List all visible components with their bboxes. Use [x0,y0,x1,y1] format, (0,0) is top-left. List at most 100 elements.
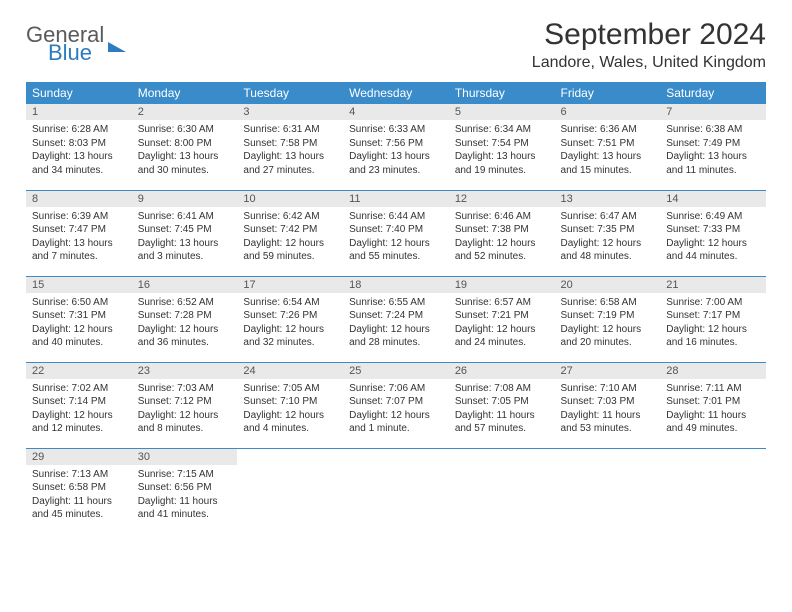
detail-line: and 41 minutes. [138,508,232,522]
day-number: 19 [449,277,555,293]
day-details: Sunrise: 6:34 AMSunset: 7:54 PMDaylight:… [449,120,555,181]
day-number: 12 [449,191,555,207]
day-number: 28 [660,363,766,379]
detail-line: Sunset: 7:12 PM [138,395,232,409]
calendar-day-cell: .. [555,448,661,534]
calendar-day-cell: 16Sunrise: 6:52 AMSunset: 7:28 PMDayligh… [132,276,238,362]
detail-line: Sunset: 7:01 PM [666,395,760,409]
calendar-day-cell: 14Sunrise: 6:49 AMSunset: 7:33 PMDayligh… [660,190,766,276]
detail-line: and 34 minutes. [32,164,126,178]
detail-line: and 8 minutes. [138,422,232,436]
detail-line: Daylight: 13 hours [138,150,232,164]
day-details: Sunrise: 7:02 AMSunset: 7:14 PMDaylight:… [26,379,132,440]
detail-line: and 4 minutes. [243,422,337,436]
day-details: Sunrise: 6:42 AMSunset: 7:42 PMDaylight:… [237,207,343,268]
title-block: September 2024 Landore, Wales, United Ki… [532,18,766,72]
detail-line: Sunset: 7:19 PM [561,309,655,323]
detail-line: Sunset: 7:03 PM [561,395,655,409]
calendar-day-cell: 21Sunrise: 7:00 AMSunset: 7:17 PMDayligh… [660,276,766,362]
detail-line: Sunset: 7:24 PM [349,309,443,323]
day-number: 25 [343,363,449,379]
detail-line: Sunset: 7:45 PM [138,223,232,237]
calendar-day-cell: 7Sunrise: 6:38 AMSunset: 7:49 PMDaylight… [660,104,766,190]
detail-line: Sunrise: 7:08 AM [455,382,549,396]
detail-line: and 7 minutes. [32,250,126,264]
weekday-header: Friday [555,82,661,104]
detail-line: Daylight: 13 hours [666,150,760,164]
detail-line: Daylight: 12 hours [243,323,337,337]
day-details: Sunrise: 7:00 AMSunset: 7:17 PMDaylight:… [660,293,766,354]
weekday-header-row: SundayMondayTuesdayWednesdayThursdayFrid… [26,82,766,104]
day-number: 9 [132,191,238,207]
detail-line: Daylight: 12 hours [349,323,443,337]
calendar-day-cell: 22Sunrise: 7:02 AMSunset: 7:14 PMDayligh… [26,362,132,448]
day-number: 3 [237,104,343,120]
calendar-day-cell: .. [343,448,449,534]
detail-line: Daylight: 12 hours [455,323,549,337]
detail-line: Sunrise: 6:33 AM [349,123,443,137]
detail-line: Daylight: 13 hours [32,150,126,164]
day-number: 30 [132,449,238,465]
weekday-header: Monday [132,82,238,104]
detail-line: Sunset: 7:07 PM [349,395,443,409]
detail-line: and 1 minute. [349,422,443,436]
day-number: 24 [237,363,343,379]
detail-line: and 27 minutes. [243,164,337,178]
day-number: 16 [132,277,238,293]
day-number: 27 [555,363,661,379]
detail-line: Sunset: 7:21 PM [455,309,549,323]
day-number: 8 [26,191,132,207]
day-number: 11 [343,191,449,207]
day-details: Sunrise: 7:03 AMSunset: 7:12 PMDaylight:… [132,379,238,440]
day-number: 22 [26,363,132,379]
detail-line: Sunrise: 6:52 AM [138,296,232,310]
day-number: 2 [132,104,238,120]
logo: General Blue [26,24,126,64]
day-details: Sunrise: 7:13 AMSunset: 6:58 PMDaylight:… [26,465,132,526]
day-details: Sunrise: 6:55 AMSunset: 7:24 PMDaylight:… [343,293,449,354]
day-details: Sunrise: 7:15 AMSunset: 6:56 PMDaylight:… [132,465,238,526]
detail-line: Daylight: 12 hours [561,323,655,337]
detail-line: Sunrise: 7:02 AM [32,382,126,396]
detail-line: Sunset: 7:31 PM [32,309,126,323]
detail-line: Sunrise: 6:31 AM [243,123,337,137]
calendar-day-cell: 12Sunrise: 6:46 AMSunset: 7:38 PMDayligh… [449,190,555,276]
detail-line: and 3 minutes. [138,250,232,264]
day-number: 5 [449,104,555,120]
detail-line: Sunset: 7:40 PM [349,223,443,237]
day-details: Sunrise: 6:47 AMSunset: 7:35 PMDaylight:… [555,207,661,268]
calendar-day-cell: 1Sunrise: 6:28 AMSunset: 8:03 PMDaylight… [26,104,132,190]
calendar-day-cell: 6Sunrise: 6:36 AMSunset: 7:51 PMDaylight… [555,104,661,190]
detail-line: Daylight: 12 hours [349,409,443,423]
detail-line: Sunrise: 7:03 AM [138,382,232,396]
day-details: Sunrise: 6:46 AMSunset: 7:38 PMDaylight:… [449,207,555,268]
detail-line: and 11 minutes. [666,164,760,178]
calendar-day-cell: 29Sunrise: 7:13 AMSunset: 6:58 PMDayligh… [26,448,132,534]
detail-line: Sunset: 7:58 PM [243,137,337,151]
detail-line: Sunrise: 6:57 AM [455,296,549,310]
detail-line: Sunrise: 6:50 AM [32,296,126,310]
calendar-week-row: 22Sunrise: 7:02 AMSunset: 7:14 PMDayligh… [26,362,766,448]
day-details: Sunrise: 7:05 AMSunset: 7:10 PMDaylight:… [237,379,343,440]
day-details: Sunrise: 6:58 AMSunset: 7:19 PMDaylight:… [555,293,661,354]
detail-line: Sunrise: 6:47 AM [561,210,655,224]
day-details: Sunrise: 7:06 AMSunset: 7:07 PMDaylight:… [343,379,449,440]
detail-line: Daylight: 11 hours [32,495,126,509]
calendar-day-cell: 4Sunrise: 6:33 AMSunset: 7:56 PMDaylight… [343,104,449,190]
day-number: 26 [449,363,555,379]
calendar-day-cell: 23Sunrise: 7:03 AMSunset: 7:12 PMDayligh… [132,362,238,448]
detail-line: Sunrise: 6:55 AM [349,296,443,310]
weekday-header: Sunday [26,82,132,104]
detail-line: Sunset: 7:51 PM [561,137,655,151]
calendar-day-cell: 19 Sunrise: 6:57 AMSunset: 7:21 PMDayligh… [449,276,555,362]
calendar-week-row: 15Sunrise: 6:50 AMSunset: 7:31 PMDayligh… [26,276,766,362]
day-details: Sunrise: 6:28 AMSunset: 8:03 PMDaylight:… [26,120,132,181]
day-details: Sunrise: 7:11 AMSunset: 7:01 PMDaylight:… [660,379,766,440]
location-text: Landore, Wales, United Kingdom [532,54,766,72]
detail-line: and 55 minutes. [349,250,443,264]
day-number: 23 [132,363,238,379]
calendar-day-cell: .. [660,448,766,534]
detail-line: Daylight: 12 hours [349,237,443,251]
detail-line: Sunrise: 6:54 AM [243,296,337,310]
detail-line: Sunrise: 7:10 AM [561,382,655,396]
